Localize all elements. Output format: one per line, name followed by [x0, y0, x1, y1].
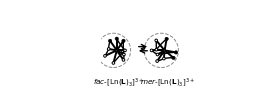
Circle shape: [155, 39, 158, 42]
Circle shape: [165, 37, 168, 41]
Circle shape: [104, 55, 106, 57]
Circle shape: [115, 37, 119, 40]
Circle shape: [174, 51, 178, 54]
Circle shape: [122, 53, 125, 56]
Circle shape: [163, 49, 166, 51]
Circle shape: [112, 62, 115, 64]
Text: $\mathit{fac}$-[Ln($\mathbf{L}$)$_3]^{3+}$: $\mathit{fac}$-[Ln($\mathbf{L}$)$_3]^{3+…: [93, 77, 145, 89]
Circle shape: [124, 49, 126, 52]
Text: $\mathit{mer}$-[Ln($\mathbf{L}$)$_3]^{3+}$: $\mathit{mer}$-[Ln($\mathbf{L}$)$_3]^{3+…: [140, 77, 195, 89]
Circle shape: [150, 49, 153, 52]
Circle shape: [122, 59, 125, 61]
Circle shape: [109, 39, 112, 42]
Circle shape: [156, 60, 158, 62]
Circle shape: [122, 39, 125, 42]
Circle shape: [156, 53, 159, 56]
Circle shape: [107, 48, 110, 50]
Circle shape: [116, 49, 118, 51]
Circle shape: [155, 48, 158, 51]
Circle shape: [163, 57, 165, 60]
Circle shape: [172, 56, 175, 60]
